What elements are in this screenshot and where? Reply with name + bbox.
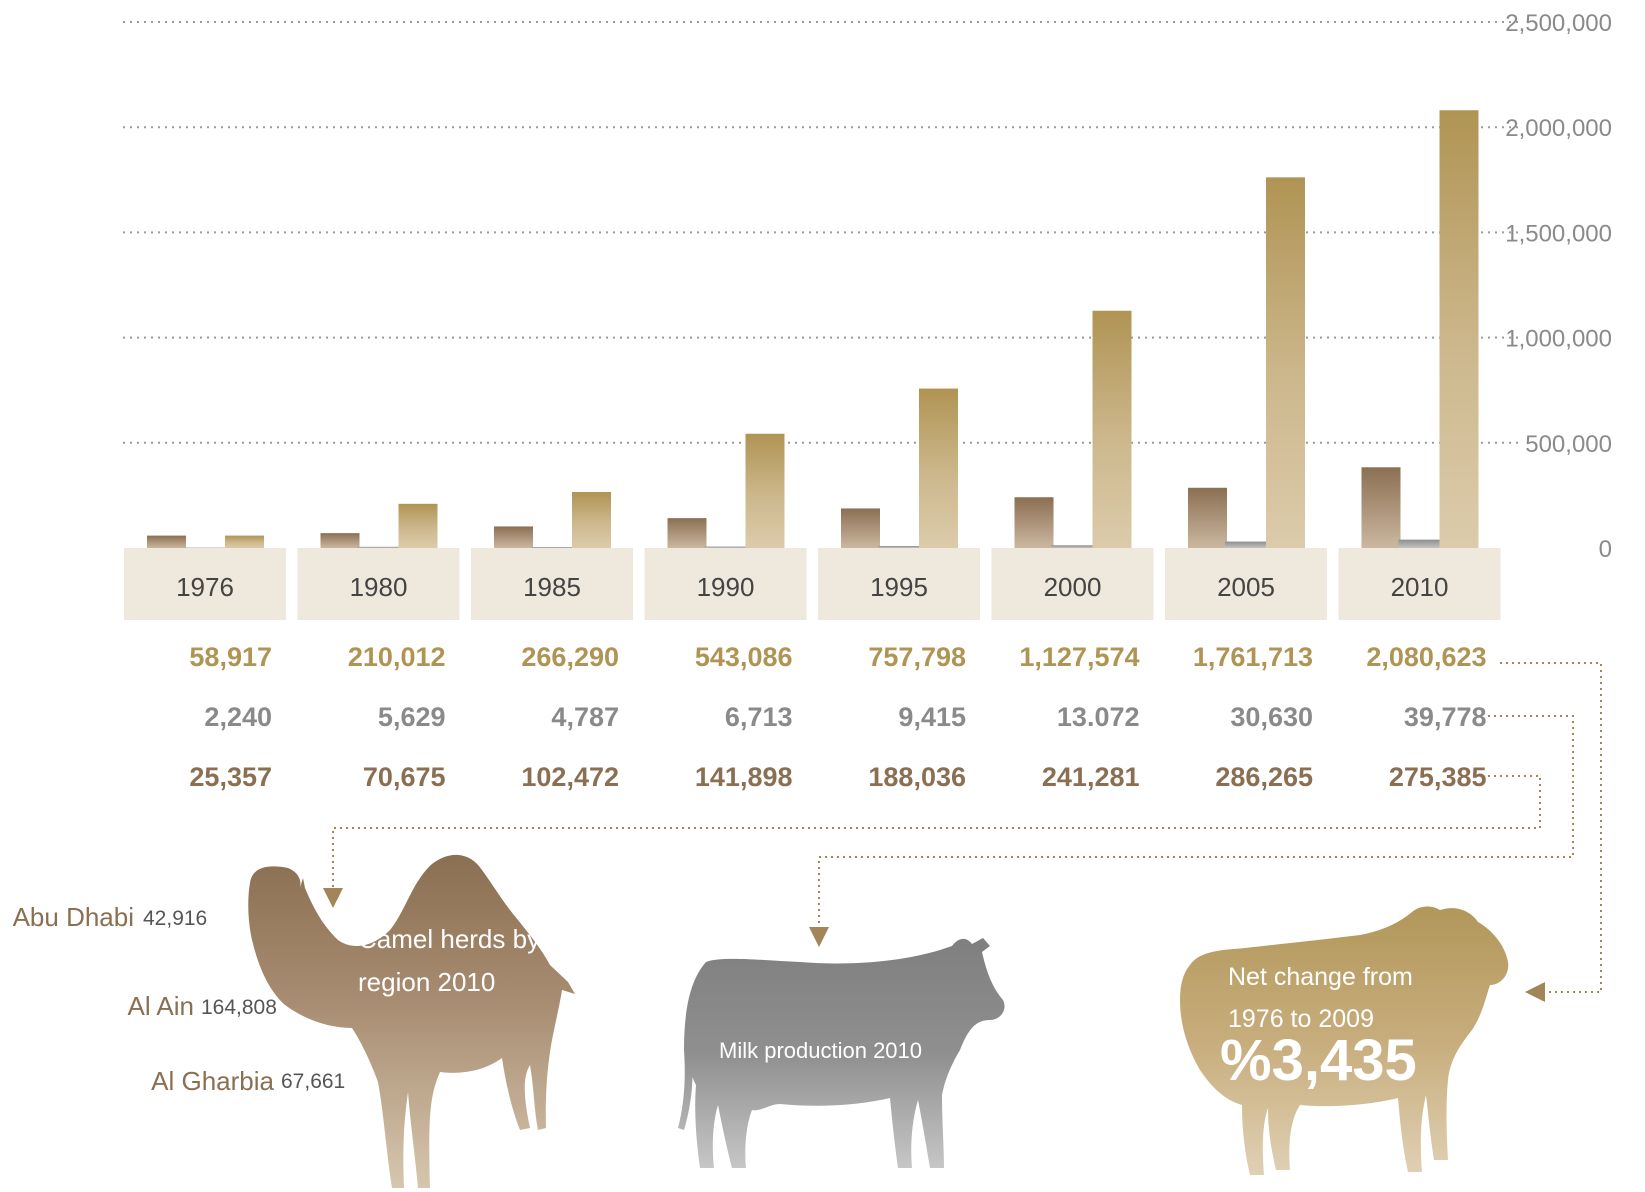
bars	[147, 110, 1479, 549]
bar-cows	[1398, 539, 1440, 548]
bar-cows	[1051, 545, 1093, 548]
x-tick-label: 2000	[1044, 572, 1102, 602]
bar-sheep-goats	[1266, 177, 1305, 549]
data-label-camels: 70,675	[363, 762, 446, 792]
year-box	[991, 548, 1154, 620]
data-label-cows: 4,787	[551, 702, 619, 732]
year-box	[1165, 548, 1327, 620]
bar-sheep-goats	[919, 388, 958, 548]
sheep-silhouette	[1180, 906, 1509, 1175]
data-label-sheep-goats: 1,127,574	[1019, 642, 1139, 672]
data-label-sheep-goats: 58,917	[189, 642, 272, 672]
connector-sheep	[1500, 662, 1602, 1002]
region-value-al-ain: 164,808	[201, 996, 277, 1019]
bar-sheep-goats	[745, 433, 785, 548]
year-box	[644, 548, 807, 620]
data-label-sheep-goats: 1,761,713	[1193, 642, 1313, 672]
bar-sheep-goats	[572, 491, 611, 548]
y-tick-label: 0	[1599, 536, 1612, 563]
data-label-camels: 188,036	[868, 762, 966, 792]
region-name-al-gharbia: Al Gharbia	[151, 1066, 274, 1096]
sheep-panel-title-line2: 1976 to 2009	[1228, 1005, 1374, 1033]
data-label-cows: 9,415	[898, 702, 966, 732]
data-label-sheep-goats: 2,080,623	[1366, 642, 1486, 672]
bar-camels	[841, 508, 880, 548]
data-label-sheep-goats: 210,012	[348, 642, 446, 672]
year-box	[124, 548, 286, 620]
bar-camels	[494, 526, 533, 548]
data-label-camels: 25,357	[189, 762, 272, 792]
region-name-abu-dhabi: Abu Dhabi	[13, 902, 134, 932]
bar-sheep-goats	[1439, 110, 1479, 548]
x-tick-label: 1990	[697, 572, 755, 602]
connector-camel	[323, 775, 1541, 908]
connector-cow	[809, 715, 1574, 947]
region-value-abu-dhabi: 42,916	[143, 907, 207, 930]
connectors	[323, 662, 1602, 1002]
y-tick-label: 2,500,000	[1505, 10, 1612, 37]
cow-panel-title: Milk production 2010	[719, 1038, 922, 1063]
bar-cows	[531, 546, 572, 548]
data-label-cows: 5,629	[378, 702, 446, 732]
y-tick-label: 1,500,000	[1505, 220, 1612, 247]
camel-panel-title-line1: Camel herds by	[358, 924, 540, 954]
x-tick-label: 1985	[523, 572, 581, 602]
bar-sheep-goats	[225, 535, 264, 548]
data-label-cows: 2,240	[204, 702, 272, 732]
x-tick-label: 2010	[1391, 572, 1449, 602]
bar-camels	[667, 518, 707, 548]
data-label-cows: 6,713	[725, 702, 793, 732]
region-value-al-gharbia: 67,661	[281, 1070, 345, 1093]
data-label-camels: 141,898	[695, 762, 793, 792]
data-label-cows: 13.072	[1057, 702, 1140, 732]
data-label-camels: 241,281	[1042, 762, 1140, 792]
bar-cows	[704, 546, 746, 548]
bar-camels	[1014, 497, 1054, 548]
region-name-al-ain: Al Ain	[128, 991, 195, 1021]
bar-sheep-goats	[1092, 310, 1132, 548]
x-tick-label: 2005	[1217, 572, 1275, 602]
year-boxes: 1976 1980 1985 1990 1995 2000 2005 2010	[124, 548, 1501, 620]
data-label-camels: 102,472	[521, 762, 619, 792]
bar-camels	[320, 533, 360, 548]
data-label-camels: 286,265	[1215, 762, 1313, 792]
data-label-camels: 275,385	[1389, 762, 1487, 792]
bar-sheep-goats	[398, 503, 438, 548]
cow-silhouette	[678, 938, 1005, 1168]
year-box	[818, 548, 980, 620]
data-label-sheep-goats: 266,290	[521, 642, 619, 672]
data-label-sheep-goats: 543,086	[695, 642, 793, 672]
y-axis-ticks: 2,500,000 2,000,000 1,500,000 1,000,000 500,…	[1505, 10, 1612, 563]
x-tick-label: 1980	[350, 572, 408, 602]
y-tick-label: 500,000	[1525, 431, 1612, 458]
y-tick-label: 1,000,000	[1505, 326, 1612, 353]
bar-camels	[147, 535, 186, 548]
bar-cows	[1225, 541, 1266, 548]
bar-camels	[1361, 467, 1401, 548]
bar-cows	[878, 546, 919, 548]
year-box	[297, 548, 460, 620]
y-tick-label: 2,000,000	[1505, 115, 1612, 142]
year-box	[471, 548, 633, 620]
camel-silhouette	[248, 854, 575, 1188]
sheep-panel-title-line1: Net change from	[1228, 963, 1413, 991]
data-label-sheep-goats: 757,798	[868, 642, 966, 672]
value-rows: 58,917 210,012 266,290 543,086 757,798 1,127,…	[189, 642, 1486, 792]
year-box	[1338, 548, 1501, 620]
data-label-cows: 30,630	[1230, 702, 1313, 732]
x-tick-label: 1995	[870, 572, 928, 602]
bar-cows	[357, 546, 399, 548]
bar-camels	[1188, 487, 1227, 548]
sheep-panel-value: %3,435	[1220, 1028, 1417, 1093]
grid-lines	[123, 21, 1520, 444]
x-tick-label: 1976	[176, 572, 234, 602]
camel-panel-title-line2: region 2010	[358, 967, 495, 997]
data-label-cows: 39,778	[1404, 702, 1487, 732]
